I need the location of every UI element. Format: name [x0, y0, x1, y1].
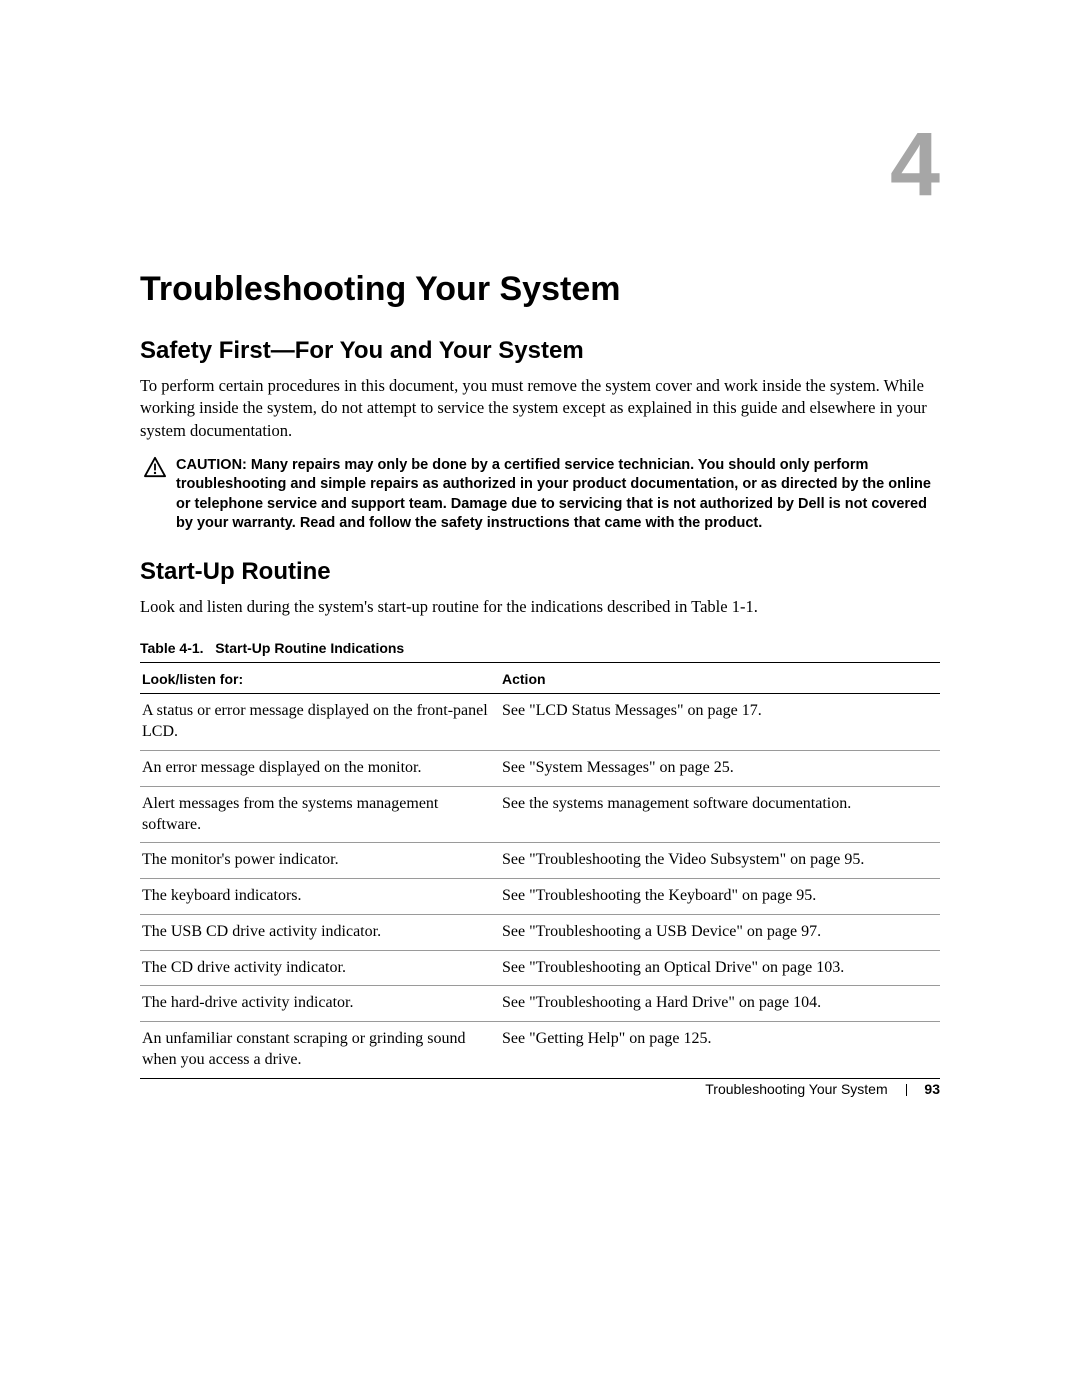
caution-triangle-icon — [144, 456, 166, 478]
table-cell-look: An error message displayed on the monito… — [140, 750, 500, 786]
table-cell-action: See "Troubleshooting a Hard Drive" on pa… — [500, 986, 940, 1022]
table-cell-look: An unfamiliar constant scraping or grind… — [140, 1022, 500, 1079]
table-caption: Table 4-1. Start-Up Routine Indications — [140, 640, 940, 656]
table-row: The keyboard indicators. See "Troublesho… — [140, 879, 940, 915]
section-paragraph-startup: Look and listen during the system's star… — [140, 596, 940, 618]
footer-separator — [906, 1084, 907, 1096]
table-caption-prefix: Table 4-1. — [140, 640, 204, 656]
caution-body: Many repairs may only be done by a certi… — [176, 457, 931, 532]
table-cell-look: The CD drive activity indicator. — [140, 950, 500, 986]
table-row: An error message displayed on the monito… — [140, 750, 940, 786]
section-paragraph-safety: To perform certain procedures in this do… — [140, 375, 940, 442]
footer-section-name: Troubleshooting Your System — [705, 1081, 887, 1097]
caution-text: CAUTION: Many repairs may only be done b… — [176, 456, 940, 534]
section-heading-startup: Start-Up Routine — [140, 558, 940, 586]
table-row: A status or error message displayed on t… — [140, 694, 940, 751]
table-row: The monitor's power indicator. See "Trou… — [140, 843, 940, 879]
table-cell-action: See "Getting Help" on page 125. — [500, 1022, 940, 1079]
table-cell-look: Alert messages from the systems manageme… — [140, 786, 500, 843]
table-cell-action: See "Troubleshooting a USB Device" on pa… — [500, 914, 940, 950]
table-cell-action: See "Troubleshooting an Optical Drive" o… — [500, 950, 940, 986]
table-body: A status or error message displayed on t… — [140, 694, 940, 1079]
table-cell-look: A status or error message displayed on t… — [140, 694, 500, 751]
table-cell-action: See "Troubleshooting the Video Subsystem… — [500, 843, 940, 879]
page-title: Troubleshooting Your System — [140, 270, 940, 309]
section-heading-safety: Safety First—For You and Your System — [140, 337, 940, 365]
table-cell-action: See the systems management software docu… — [500, 786, 940, 843]
table-cell-action: See "System Messages" on page 25. — [500, 750, 940, 786]
page-footer: Troubleshooting Your System 93 — [705, 1081, 940, 1097]
table-row: Alert messages from the systems manageme… — [140, 786, 940, 843]
footer-page-number: 93 — [924, 1081, 940, 1097]
table-row: The hard-drive activity indicator. See "… — [140, 986, 940, 1022]
table-cell-look: The USB CD drive activity indicator. — [140, 914, 500, 950]
document-page: 4 Troubleshooting Your System Safety Fir… — [0, 0, 1080, 1397]
table-row: The CD drive activity indicator. See "Tr… — [140, 950, 940, 986]
table-header-action: Action — [500, 663, 940, 694]
caution-block: CAUTION: Many repairs may only be done b… — [140, 456, 940, 534]
chapter-number: 4 — [890, 120, 940, 210]
table-cell-action: See "LCD Status Messages" on page 17. — [500, 694, 940, 751]
table-row: The USB CD drive activity indicator. See… — [140, 914, 940, 950]
table-cell-action: See "Troubleshooting the Keyboard" on pa… — [500, 879, 940, 915]
table-row: An unfamiliar constant scraping or grind… — [140, 1022, 940, 1079]
caution-label: CAUTION: — [176, 457, 247, 473]
table-cell-look: The hard-drive activity indicator. — [140, 986, 500, 1022]
table-cell-look: The keyboard indicators. — [140, 879, 500, 915]
table-header-look: Look/listen for: — [140, 663, 500, 694]
indications-table: Look/listen for: Action A status or erro… — [140, 662, 940, 1079]
table-cell-look: The monitor's power indicator. — [140, 843, 500, 879]
table-caption-title: Start-Up Routine Indications — [215, 640, 404, 656]
table-header-row: Look/listen for: Action — [140, 663, 940, 694]
